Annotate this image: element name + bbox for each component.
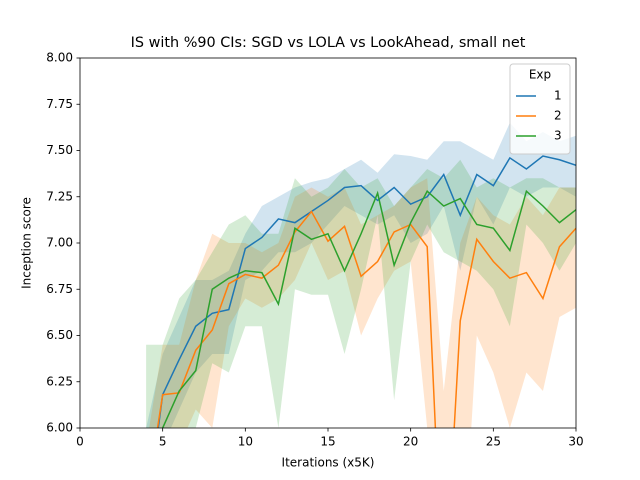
x-tick-label: 5 <box>159 435 167 449</box>
ci-band <box>146 159 576 428</box>
plot-area <box>146 122 576 428</box>
x-tick-label: 10 <box>238 435 253 449</box>
legend-box <box>509 63 571 155</box>
legend-label: 2 <box>554 109 562 123</box>
legend-label: 3 <box>554 129 562 143</box>
y-tick-label: 8.00 <box>46 51 73 65</box>
y-tick-label: 6.75 <box>46 282 73 296</box>
legend-title: Exp <box>529 68 551 82</box>
series-line <box>156 210 576 428</box>
x-tick-label: 0 <box>76 435 84 449</box>
x-axis-label: Iterations (x5K) <box>282 456 375 470</box>
ci-band <box>149 178 576 428</box>
series-line <box>157 155 576 428</box>
y-tick-label: 6.50 <box>46 328 73 342</box>
y-tick-label: 6.25 <box>46 374 73 388</box>
y-tick-label: 6.00 <box>46 421 73 435</box>
y-tick-label: 7.50 <box>46 143 73 157</box>
y-tick-label: 7.25 <box>46 189 73 203</box>
legend-label: 1 <box>554 89 562 103</box>
ci-band <box>146 122 576 428</box>
x-tick-label: 15 <box>320 435 335 449</box>
x-tick-label: 20 <box>403 435 418 449</box>
chart-title: IS with %90 CIs: SGD vs LOLA vs LookAhea… <box>131 35 526 51</box>
x-tick-label: 30 <box>568 435 583 449</box>
y-tick-label: 7.75 <box>46 97 73 111</box>
x-tick-label: 25 <box>486 435 501 449</box>
y-axis-label: Inception score <box>20 197 34 289</box>
y-tick-label: 7.00 <box>46 236 73 250</box>
series-line <box>161 189 576 428</box>
